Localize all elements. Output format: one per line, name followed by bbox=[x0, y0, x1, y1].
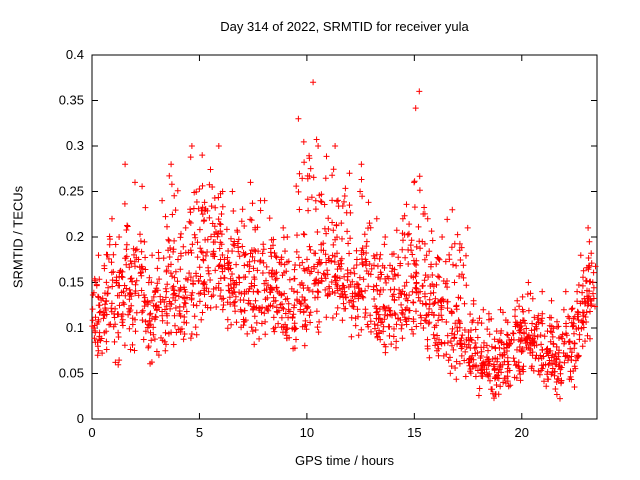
y-tick-label: 0.05 bbox=[59, 366, 84, 381]
x-tick-label: 5 bbox=[196, 425, 203, 440]
chart-title: Day 314 of 2022, SRMTID for receiver yul… bbox=[220, 19, 469, 34]
plot-border bbox=[91, 54, 598, 420]
y-tick-label: 0 bbox=[77, 411, 84, 426]
y-tick-label: 0.4 bbox=[66, 47, 84, 62]
x-tick-label: 15 bbox=[407, 425, 421, 440]
x-tick-label: 20 bbox=[515, 425, 529, 440]
y-tick-label: 0.1 bbox=[66, 320, 84, 335]
scatter-points bbox=[89, 79, 599, 402]
y-tick-label: 0.15 bbox=[59, 275, 84, 290]
y-tick-label: 0.3 bbox=[66, 138, 84, 153]
y-tick-label: 0.35 bbox=[59, 93, 84, 108]
x-tick-label: 10 bbox=[300, 425, 314, 440]
x-axis-label: GPS time / hours bbox=[295, 453, 394, 468]
y-tick-label: 0.25 bbox=[59, 184, 84, 199]
y-tick-label: 0.2 bbox=[66, 229, 84, 244]
x-tick-label: 0 bbox=[88, 425, 95, 440]
